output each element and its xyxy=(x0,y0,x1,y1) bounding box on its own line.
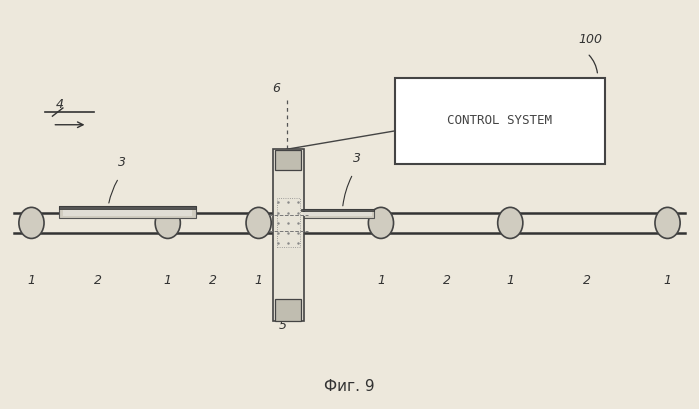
Ellipse shape xyxy=(246,207,271,238)
Text: 1: 1 xyxy=(377,274,385,287)
Bar xyxy=(275,299,301,321)
Text: 5: 5 xyxy=(279,319,287,332)
Bar xyxy=(59,206,196,218)
Text: 4: 4 xyxy=(55,99,64,111)
Text: 2: 2 xyxy=(94,274,102,287)
Bar xyxy=(59,206,196,209)
Bar xyxy=(301,209,374,211)
Ellipse shape xyxy=(655,207,680,238)
Text: 2: 2 xyxy=(583,274,591,287)
Text: 1: 1 xyxy=(164,274,172,287)
Text: 2: 2 xyxy=(209,274,217,287)
Text: 1: 1 xyxy=(506,274,514,287)
Bar xyxy=(303,212,372,216)
Text: CONTROL SYSTEM: CONTROL SYSTEM xyxy=(447,114,552,127)
Bar xyxy=(301,209,374,218)
Text: 1: 1 xyxy=(27,274,36,287)
Bar xyxy=(395,78,605,164)
Text: 6: 6 xyxy=(272,82,280,95)
Ellipse shape xyxy=(498,207,523,238)
Text: 3: 3 xyxy=(118,156,127,169)
Text: 100: 100 xyxy=(579,33,603,46)
Bar xyxy=(63,210,192,216)
Bar xyxy=(277,198,300,247)
Text: 1: 1 xyxy=(663,274,672,287)
Bar xyxy=(273,149,304,321)
Ellipse shape xyxy=(19,207,44,238)
Text: 1: 1 xyxy=(254,274,263,287)
Ellipse shape xyxy=(155,207,180,238)
Ellipse shape xyxy=(368,207,394,238)
Text: 3: 3 xyxy=(352,152,361,164)
Text: Фиг. 9: Фиг. 9 xyxy=(324,379,375,394)
Bar xyxy=(275,150,301,170)
Text: 2: 2 xyxy=(443,274,452,287)
